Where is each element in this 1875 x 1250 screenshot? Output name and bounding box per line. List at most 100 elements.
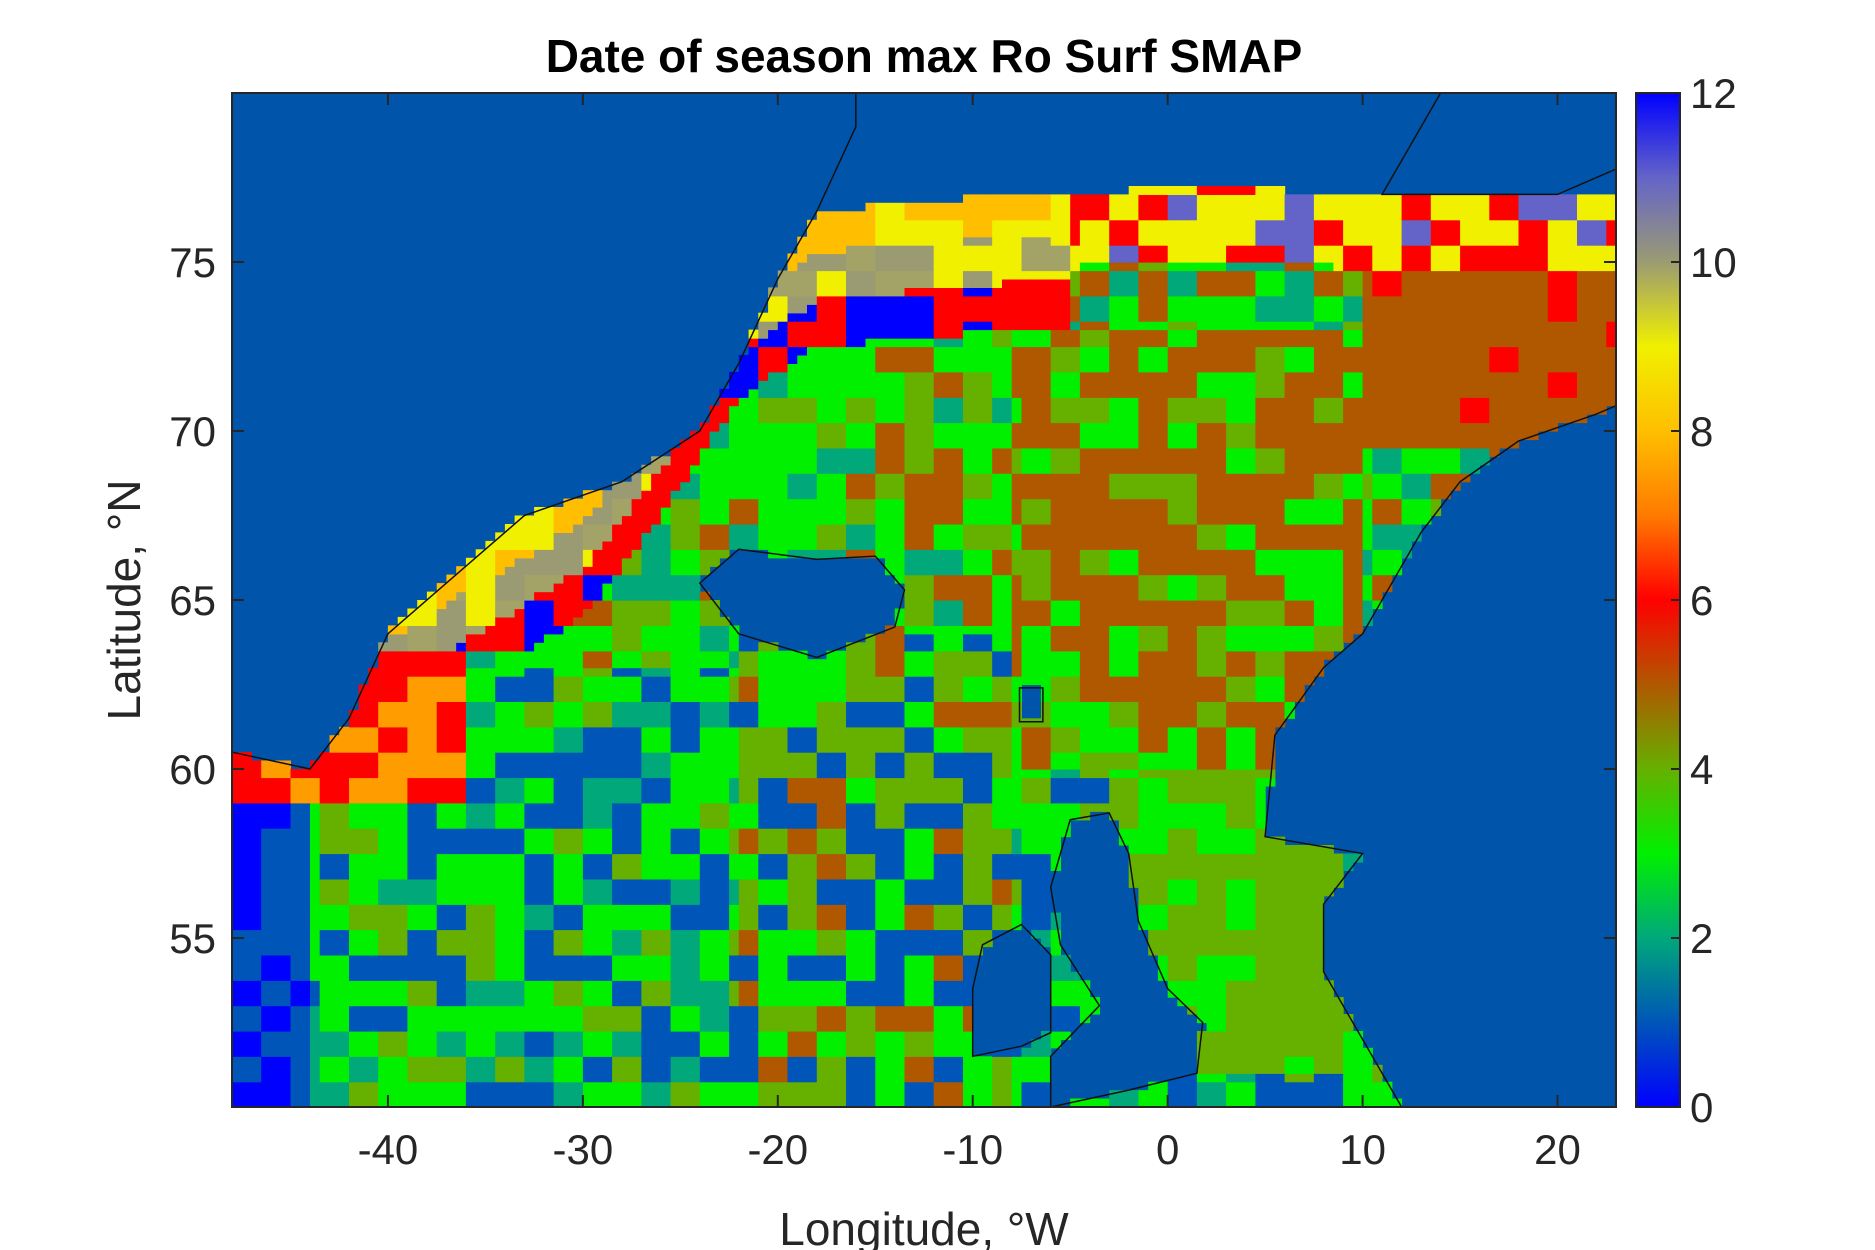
heat-cell xyxy=(407,971,418,981)
heat-cell xyxy=(339,752,350,762)
heat-cell xyxy=(300,887,311,897)
heat-cell xyxy=(465,1047,477,1057)
heat-cell xyxy=(816,397,828,407)
heat-cell xyxy=(787,304,798,314)
heat-cell xyxy=(426,946,438,956)
heat-cell xyxy=(807,447,818,457)
heat-cell xyxy=(748,785,759,795)
heat-cell xyxy=(885,836,896,846)
heat-cell xyxy=(768,743,779,753)
heat-cell xyxy=(885,278,896,288)
heat-cell xyxy=(612,921,623,931)
heat-cell xyxy=(553,785,564,795)
heat-cell xyxy=(300,819,311,829)
heat-cell xyxy=(651,583,662,593)
heat-cell xyxy=(651,693,662,702)
heat-cell xyxy=(397,1081,408,1091)
heat-cell xyxy=(651,929,662,939)
heat-cell xyxy=(777,490,789,500)
heat-cell xyxy=(641,481,652,491)
heat-cell xyxy=(777,481,789,491)
heat-cell xyxy=(826,946,837,956)
heat-cell xyxy=(904,802,915,812)
heat-cell xyxy=(748,811,759,821)
heat-cell xyxy=(670,828,681,838)
heat-cell xyxy=(339,912,350,922)
heat-cell xyxy=(787,676,798,686)
heat-cell xyxy=(709,616,720,626)
heat-cell xyxy=(855,667,867,677)
heat-cell xyxy=(875,971,886,981)
heat-cell xyxy=(631,997,642,1007)
heat-cell xyxy=(631,1022,642,1032)
heat-cell xyxy=(319,1005,330,1015)
heat-cell xyxy=(894,498,906,508)
heat-cell xyxy=(894,481,906,491)
heat-cell xyxy=(904,228,915,238)
heat-cell xyxy=(855,524,867,533)
heat-cell xyxy=(300,895,311,905)
heat-cell xyxy=(748,921,759,931)
heat-cell xyxy=(787,743,798,753)
heat-cell xyxy=(807,287,818,297)
heat-cell xyxy=(914,980,925,990)
heat-cell xyxy=(319,878,330,888)
heat-cell xyxy=(417,1090,428,1100)
heat-cell xyxy=(690,794,701,804)
heat-cell xyxy=(680,878,691,888)
heat-cell xyxy=(339,1073,350,1083)
heat-cell xyxy=(397,701,408,711)
heat-cell xyxy=(894,870,906,880)
heat-cell xyxy=(582,963,594,973)
heat-cell xyxy=(485,743,496,753)
heat-cell xyxy=(475,1039,486,1049)
heat-cell xyxy=(504,769,516,779)
heat-cell xyxy=(465,997,477,1007)
heat-cell xyxy=(719,693,730,702)
heat-cell xyxy=(680,616,691,626)
heat-cell xyxy=(758,988,769,998)
heat-cell xyxy=(602,794,613,804)
heat-cell xyxy=(426,862,438,871)
heat-cell xyxy=(465,811,477,821)
heat-cell xyxy=(807,245,818,255)
heat-cell xyxy=(349,1073,360,1083)
heat-cell xyxy=(855,777,867,787)
heat-cell xyxy=(836,515,847,525)
heat-cell xyxy=(777,650,789,660)
heat-cell xyxy=(719,1005,730,1015)
heat-cell xyxy=(573,498,584,508)
heat-cell xyxy=(885,667,896,677)
heat-cell xyxy=(768,676,779,686)
heat-cell xyxy=(504,938,516,948)
heat-cell xyxy=(465,608,477,618)
heat-cell xyxy=(465,963,477,973)
heat-cell xyxy=(563,769,574,779)
heat-cell xyxy=(904,853,915,863)
heat-cell xyxy=(300,938,311,948)
heat-cell xyxy=(495,549,506,559)
heat-cell xyxy=(612,693,623,702)
heat-cell xyxy=(855,929,867,939)
heat-cell xyxy=(680,802,691,812)
heat-cell xyxy=(319,929,330,939)
heat-cell xyxy=(826,828,837,838)
heat-cell xyxy=(251,794,262,804)
heat-cell xyxy=(875,963,886,973)
heat-cell xyxy=(768,895,779,905)
heat-cell xyxy=(875,676,886,686)
heat-cell xyxy=(232,1064,243,1074)
heat-cell xyxy=(504,549,516,559)
heat-cell xyxy=(670,1022,681,1032)
heat-cell xyxy=(738,659,750,669)
heat-cell xyxy=(690,1014,701,1024)
heat-cell xyxy=(719,1081,730,1091)
heat-cell xyxy=(582,490,594,500)
heat-cell xyxy=(787,971,798,981)
heat-cell xyxy=(758,828,769,838)
heat-cell xyxy=(885,633,896,643)
heat-cell xyxy=(719,447,730,457)
heat-cell xyxy=(602,524,613,533)
heat-cell xyxy=(426,836,438,846)
heat-cell xyxy=(690,777,701,787)
